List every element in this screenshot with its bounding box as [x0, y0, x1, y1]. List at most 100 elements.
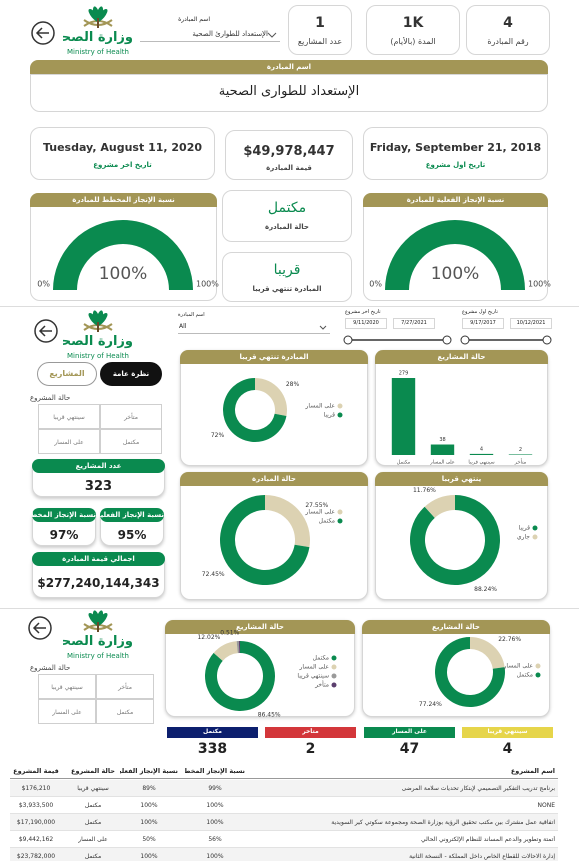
panel-header: عدد المشاريع: [32, 459, 165, 473]
status-label: على المسار: [392, 728, 427, 735]
table-cell: سينتهي قريباً: [77, 785, 109, 792]
tab[interactable]: [37, 362, 97, 386]
table-cell: مكتمل: [84, 853, 102, 860]
status-header: [167, 727, 258, 738]
dropdown-value: All: [179, 323, 187, 330]
panel-divider: [0, 608, 579, 609]
slicer-option[interactable]: مكتمل: [96, 699, 154, 724]
banner-value: الإستعداد للطوارى الصحية: [218, 84, 360, 99]
table-cell: 100%: [140, 802, 158, 809]
status-value: 338: [197, 741, 228, 757]
table-row[interactable]: [10, 831, 558, 848]
chart-card: [165, 620, 355, 717]
filter-label: اسم المبادرة: [178, 16, 210, 23]
info-card: [225, 130, 353, 180]
dropdown-value: الإستعداد للطوارئ الصحية: [192, 30, 268, 38]
logo-arabic: وزارة الصحة: [63, 30, 133, 45]
panel-divider: [0, 306, 579, 307]
kpi-card: [366, 5, 460, 55]
table-cell: 100%: [140, 819, 158, 826]
table-header: اسم المشروع: [510, 767, 555, 775]
table-cell: 99%: [208, 785, 222, 792]
slicer-option[interactable]: على المسار: [38, 699, 96, 724]
date-from[interactable]: [345, 318, 387, 329]
slicer-option[interactable]: سينتهي قريبا: [38, 404, 100, 429]
table-cell: 100%: [206, 802, 224, 809]
table-row[interactable]: [10, 814, 558, 831]
table-cell: مكتمل: [84, 819, 102, 826]
kpi-value: 323: [84, 478, 113, 494]
dropdown[interactable]: [178, 320, 330, 334]
status-label: متأخر: [302, 728, 319, 735]
table-cell: NONE: [537, 802, 556, 809]
info-value: Friday, September 21, 2018: [369, 141, 542, 154]
filter-label: اسم المبادرة: [178, 312, 205, 318]
table-cell: 100%: [206, 819, 224, 826]
slicer-option[interactable]: على المسار: [38, 429, 100, 454]
kpi-card: [466, 5, 550, 55]
panel-header: ينتهي قريبا: [375, 472, 548, 486]
panel-header: المبادرة تنتهي قريبا: [180, 350, 368, 364]
status-label: حالة المبادرة: [265, 223, 309, 231]
kpi-value: 1: [315, 15, 325, 31]
table-header: نسبة الإنجاز المخطط: [185, 767, 245, 775]
table-row[interactable]: [10, 797, 558, 814]
banner-box: [30, 74, 548, 112]
logo-arabic: وزارة الصحة: [63, 634, 133, 649]
table-cell: $17,190,000: [16, 819, 56, 826]
table-cell: $9,442,162: [18, 836, 54, 843]
dropdown[interactable]: [140, 27, 280, 42]
chart-card: [375, 472, 548, 600]
status-label: مكتمل: [202, 728, 223, 735]
slicer-option[interactable]: مكتمل: [100, 429, 162, 454]
date-to-value: 7/27/2021: [401, 320, 427, 326]
status-header: [462, 727, 553, 738]
slicer-option[interactable]: متأخر: [96, 674, 154, 699]
gauge-card: [363, 193, 548, 301]
info-value: $49,978,447: [243, 144, 335, 159]
slicer-title: حالة المشروع: [30, 664, 71, 672]
chart-card: [180, 350, 368, 466]
panel-header: حالة المشاريع: [375, 350, 548, 364]
kpi-card: [288, 5, 352, 55]
date-to[interactable]: [393, 318, 435, 329]
table-row[interactable]: [10, 780, 558, 797]
logo-english: Ministry of Health: [67, 48, 129, 56]
table-row[interactable]: [10, 848, 558, 861]
table-cell: $176,210: [21, 785, 51, 792]
tab-active[interactable]: [100, 362, 162, 386]
kpi-label: عدد المشاريع: [297, 37, 343, 46]
info-label: تاريخ اخر مشروع: [93, 161, 152, 169]
kpi-value: 1K: [402, 15, 424, 31]
table-header: قيمة المشروع: [13, 767, 59, 775]
status-value: 47: [399, 741, 420, 757]
table-cell: برنامج تدريب التفكير التصميمي لإبتكار تح…: [401, 785, 555, 792]
date-from-value: 9/17/2017: [470, 320, 496, 326]
kpi-label: رقم المبادرة: [487, 37, 529, 46]
table-cell: اتفاقية عمل مشترك بين مكتب تحقيق الرؤية …: [331, 819, 555, 826]
kpi-label: المدة (بالأيام): [390, 37, 436, 46]
logo-arabic: وزارة الصحة: [63, 334, 133, 349]
kpi-value: 4: [503, 15, 513, 31]
table-cell: $23,782,000: [16, 853, 56, 860]
date-to[interactable]: [510, 318, 552, 329]
table-cell: 50%: [142, 836, 156, 843]
table-cell: 56%: [208, 836, 222, 843]
info-card: [363, 127, 548, 180]
slicer-option[interactable]: سينتهي قريبا: [38, 674, 96, 699]
status-header: [265, 727, 356, 738]
panel-header: نسبة الإنجاز المخطط للمبادرة: [30, 193, 217, 207]
table-cell: أتمتة وتطوير والدعم المساند للنظام الإلك…: [421, 836, 555, 843]
panel-header: حالة المبادرة: [180, 472, 368, 486]
table-header: حالة المشروع: [71, 767, 115, 775]
date-filter-label: تاريخ اول مشروع: [462, 309, 498, 315]
slicer-option[interactable]: متأخر: [100, 404, 162, 429]
status-card: [222, 252, 352, 302]
panel-header: نسبة الإنجاز المخطط: [32, 508, 96, 522]
info-label: قيمة المبادرة: [266, 164, 312, 172]
table-cell: مكتمل: [84, 802, 102, 809]
chart-card: [362, 620, 550, 717]
date-to-value: 10/12/2021: [516, 320, 546, 326]
logo-english: Ministry of Health: [67, 652, 129, 660]
date-from[interactable]: [462, 318, 504, 329]
